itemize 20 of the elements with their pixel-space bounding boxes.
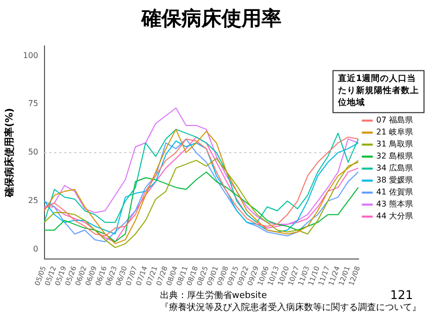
y-tick-label: 50	[28, 148, 38, 157]
legend-title: 直近1週間の人口当たり新規陽性者数上位地域	[337, 73, 419, 108]
legend-label: 31 鳥取県	[376, 140, 414, 149]
legend-label: 21 岐阜県	[376, 128, 414, 137]
legend-label: 43 熊本県	[376, 200, 414, 209]
legend-label: 38 愛媛県	[376, 176, 414, 185]
text: 『療養状況等及び入院患者受入病床数等に関する調査について』	[160, 302, 421, 314]
legend-label: 41 佐賀県	[376, 188, 414, 197]
y-axis-title: 確保病床使用率(%)	[4, 108, 16, 198]
source-note: 出典：厚生労働省website	[160, 291, 267, 301]
y-tick-label: 25	[28, 196, 38, 206]
chart-title: 確保病床使用率	[140, 6, 282, 30]
legend-label: 07 福島県	[376, 116, 414, 125]
legend-label: 32 島根県	[376, 152, 414, 161]
legend-label: 44 大分県	[376, 212, 414, 221]
legend-label: 34 広島県	[376, 164, 414, 173]
y-tick-label: 0	[33, 244, 38, 254]
y-tick-label: 75	[28, 99, 38, 108]
y-tick-label: 100	[22, 50, 38, 60]
text: 121	[390, 288, 413, 302]
